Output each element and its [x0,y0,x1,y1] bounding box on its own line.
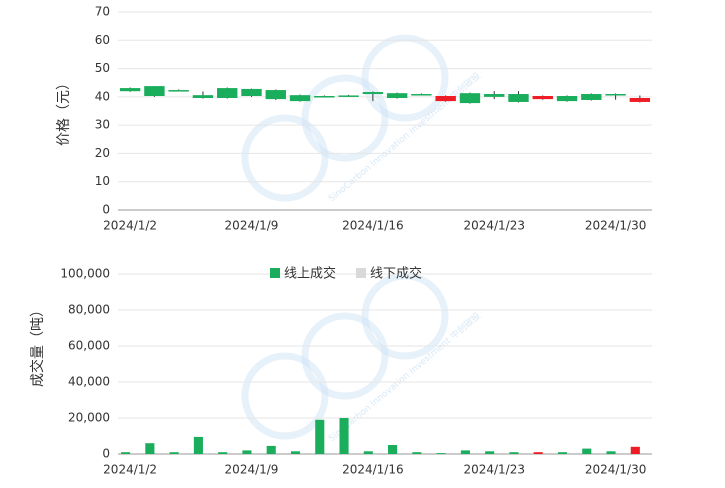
bar [509,452,519,454]
y-axis-label: 价格（元） [56,76,72,146]
bar [242,450,252,454]
candle-body [217,88,238,98]
candle-body [411,94,432,96]
bar [218,452,228,454]
watermark-ring [301,74,389,162]
y-tick-label: 60 [95,33,110,47]
x-tick-label: 2024/1/30 [585,463,647,477]
candle-body [168,90,189,92]
y-tick-label: 50 [95,61,110,75]
y-tick-label: 0 [102,203,110,217]
watermark-ring [241,352,329,440]
watermark-text: SinoCarbon Innovation Investment 中创碳投 [326,310,483,445]
candle-body [241,88,262,97]
candle-body [144,86,165,97]
bar [557,452,568,454]
candle-body [459,93,481,104]
x-tick-label: 2024/1/30 [585,219,647,233]
y-tick-label: 70 [95,5,110,19]
bar [582,448,592,454]
candle-body [629,97,651,102]
bar [363,451,373,454]
candle-body [192,95,214,98]
bar [412,452,422,454]
candle-body [314,96,335,98]
y-axis-label: 成交量（吨） [29,303,46,387]
candle-body [581,94,602,100]
x-tick-label: 2024/1/23 [463,219,525,233]
watermark-ring [361,34,449,122]
candle-body [484,94,505,97]
candle-body [338,95,359,97]
x-tick-label: 2024/1/23 [463,463,525,477]
bar [630,446,640,454]
watermark-text: SinoCarbon Innovation Investment 中创碳投 [326,70,483,205]
bar [485,451,495,454]
legend-swatch [356,268,366,278]
bar [315,419,325,454]
candle-body [362,92,384,95]
bar [436,453,446,454]
bar [266,445,276,454]
y-tick-label: 40,000 [68,375,110,389]
watermark-ring [301,312,389,400]
y-tick-label: 20,000 [68,411,110,425]
y-tick-label: 0 [102,447,110,461]
legend-label: 线下成交 [370,266,422,282]
candle-body [289,95,311,102]
bar [193,436,203,454]
x-tick-label: 2024/1/2 [103,219,157,233]
candle-body [532,96,553,100]
candle-body [605,94,626,96]
x-tick-label: 2024/1/16 [342,463,404,477]
watermark-ring [241,114,329,202]
candle-body [119,88,141,92]
bar [145,443,155,454]
bar [339,418,349,454]
candle-body [265,90,286,100]
candle-body [556,96,578,102]
candle-body [508,94,529,102]
legend-swatch [270,268,280,278]
x-tick-label: 2024/1/9 [225,463,279,477]
y-tick-label: 10 [95,174,110,188]
bar [606,451,616,454]
candle-body [435,96,456,102]
x-tick-label: 2024/1/2 [103,463,157,477]
y-tick-label: 100,000 [60,267,110,281]
bar [533,452,543,454]
x-tick-label: 2024/1/16 [342,219,404,233]
legend-label: 线上成交 [284,266,336,282]
bar [460,450,470,454]
y-tick-label: 30 [95,118,110,132]
y-tick-label: 80,000 [68,303,110,317]
bar [169,452,179,454]
y-tick-label: 20 [95,146,110,160]
y-tick-label: 40 [95,89,110,103]
x-tick-label: 2024/1/9 [225,219,279,233]
bar [388,445,398,454]
candle-body [386,93,408,98]
bar [290,451,301,454]
bar [121,452,131,454]
y-tick-label: 60,000 [68,339,110,353]
watermark-ring [361,272,449,360]
